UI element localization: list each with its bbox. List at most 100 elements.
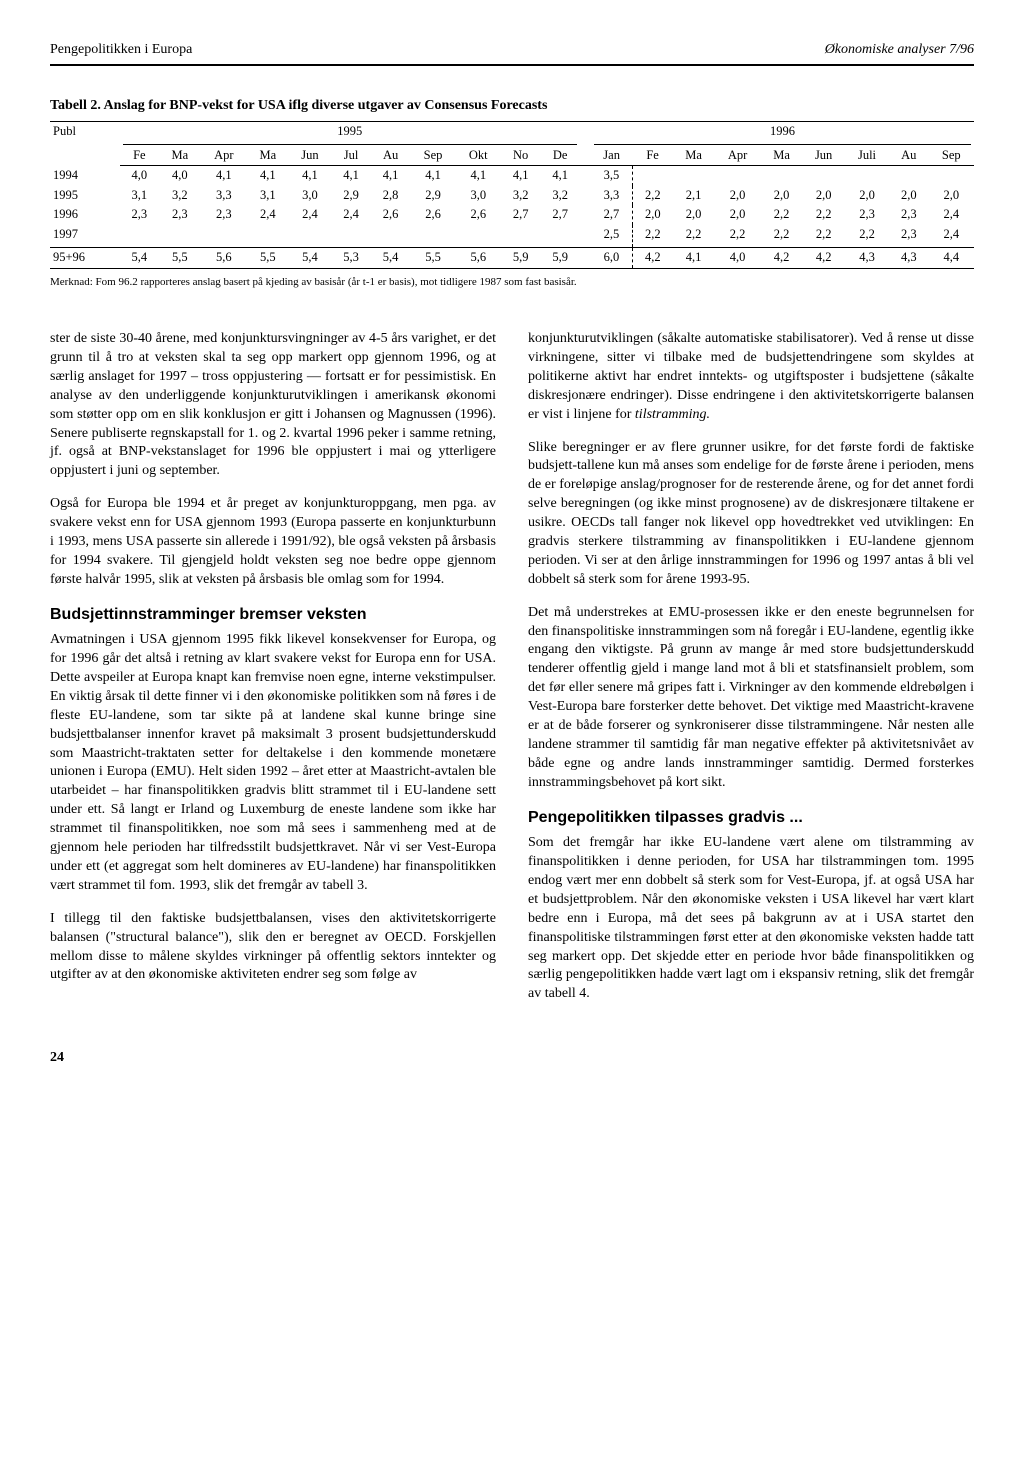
month-header: Jun [802, 146, 845, 166]
month-header: Fe [632, 146, 672, 166]
cell: 4,2 [802, 248, 845, 269]
cell: 2,0 [929, 186, 974, 206]
cell [929, 166, 974, 186]
cell: 4,1 [410, 166, 455, 186]
cell: 2,2 [632, 186, 672, 206]
cell: 4,1 [201, 166, 248, 186]
cell [501, 225, 541, 248]
left-column: ster de siste 30-40 årene, med konjunktu… [50, 330, 496, 1018]
cell [247, 225, 288, 248]
month-header: De [540, 146, 580, 166]
cell: 2,0 [845, 186, 889, 206]
cell: 2,4 [289, 205, 332, 225]
month-header: Jul [331, 146, 371, 166]
body-paragraph: I tillegg til den faktiske budsjettbalan… [50, 910, 496, 986]
table-row: 19962,32,32,32,42,42,42,62,62,62,72,72,7… [50, 205, 974, 225]
cell: 2,0 [889, 186, 929, 206]
month-header: Jan [591, 146, 632, 166]
cell: 2,6 [456, 205, 501, 225]
cell [289, 225, 332, 248]
cell: 5,5 [247, 248, 288, 269]
cell [410, 225, 455, 248]
table-title: Tabell 2. Anslag for BNP-vekst for USA i… [50, 96, 974, 116]
section-heading: Pengepolitikken tilpasses gradvis ... [528, 807, 974, 829]
cell [714, 166, 761, 186]
cell: 2,9 [410, 186, 455, 206]
cell: 4,0 [159, 166, 200, 186]
cell: 2,3 [201, 205, 248, 225]
cell: 2,0 [673, 205, 714, 225]
cell [331, 225, 371, 248]
month-header: Fe [120, 146, 160, 166]
cell: 4,1 [247, 166, 288, 186]
table-row: 19972,52,22,22,22,22,22,22,32,4 [50, 225, 974, 248]
year-1995: 1995 [123, 123, 577, 145]
cell: 2,0 [632, 205, 672, 225]
cell: 2,3 [159, 205, 200, 225]
cell: 5,9 [501, 248, 541, 269]
cell: 4,3 [889, 248, 929, 269]
cell [120, 225, 160, 248]
sum-row-label: 95+96 [50, 248, 120, 269]
cell [673, 166, 714, 186]
cell: 2,2 [761, 225, 802, 248]
cell: 4,1 [456, 166, 501, 186]
table-row: 19953,13,23,33,13,02,92,82,93,03,23,23,3… [50, 186, 974, 206]
cell: 4,0 [120, 166, 160, 186]
cell: 2,3 [889, 225, 929, 248]
header-left: Pengepolitikken i Europa [50, 40, 192, 60]
cell: 3,5 [591, 166, 632, 186]
table-note: Merknad: Fom 96.2 rapporteres anslag bas… [50, 275, 974, 290]
month-header: Apr [714, 146, 761, 166]
row-year: 1997 [50, 225, 120, 248]
cell: 5,3 [331, 248, 371, 269]
cell: 3,0 [289, 186, 332, 206]
cell: 5,5 [159, 248, 200, 269]
table-sum-row: 95+965,45,55,65,55,45,35,45,55,65,95,96,… [50, 248, 974, 269]
cell: 4,1 [501, 166, 541, 186]
cell: 3,2 [159, 186, 200, 206]
cell: 3,2 [501, 186, 541, 206]
month-header: Apr [201, 146, 248, 166]
cell: 2,2 [845, 225, 889, 248]
cell: 4,1 [289, 166, 332, 186]
body-paragraph: Som det fremgår har ikke EU-landene vært… [528, 834, 974, 1004]
cell: 2,6 [371, 205, 411, 225]
cell: 2,4 [247, 205, 288, 225]
month-header: Juli [845, 146, 889, 166]
cell: 2,2 [802, 205, 845, 225]
cell: 5,4 [120, 248, 160, 269]
cell: 3,0 [456, 186, 501, 206]
body-paragraph: konjunkturutviklingen (såkalte automatis… [528, 330, 974, 424]
cell: 2,7 [591, 205, 632, 225]
cell [159, 225, 200, 248]
body-paragraph: Det må understrekes at EMU-prosessen ikk… [528, 604, 974, 793]
cell: 5,4 [289, 248, 332, 269]
cell: 2,7 [540, 205, 580, 225]
publ-label: Publ [50, 122, 120, 166]
cell: 2,9 [331, 186, 371, 206]
cell: 4,2 [632, 248, 672, 269]
cell: 3,2 [540, 186, 580, 206]
cell: 2,7 [501, 205, 541, 225]
cell: 5,6 [456, 248, 501, 269]
cell: 5,4 [371, 248, 411, 269]
cell: 2,2 [673, 225, 714, 248]
cell: 2,2 [802, 225, 845, 248]
body-paragraph: Avmatningen i USA gjennom 1995 fikk like… [50, 631, 496, 895]
cell: 4,1 [371, 166, 411, 186]
cell [371, 225, 411, 248]
cell: 2,0 [802, 186, 845, 206]
cell: 2,8 [371, 186, 411, 206]
table-row: 19944,04,04,14,14,14,14,14,14,14,14,13,5 [50, 166, 974, 186]
month-header: Ma [247, 146, 288, 166]
cell: 2,0 [714, 205, 761, 225]
cell [802, 166, 845, 186]
body-paragraph: ster de siste 30-40 årene, med konjunktu… [50, 330, 496, 481]
month-header: Okt [456, 146, 501, 166]
forecast-table: Publ 1995 1996 FeMaAprMaJunJulAuSepOktNo… [50, 121, 974, 269]
cell: 2,2 [761, 205, 802, 225]
cell: 2,4 [929, 225, 974, 248]
cell: 3,1 [247, 186, 288, 206]
cell [201, 225, 248, 248]
